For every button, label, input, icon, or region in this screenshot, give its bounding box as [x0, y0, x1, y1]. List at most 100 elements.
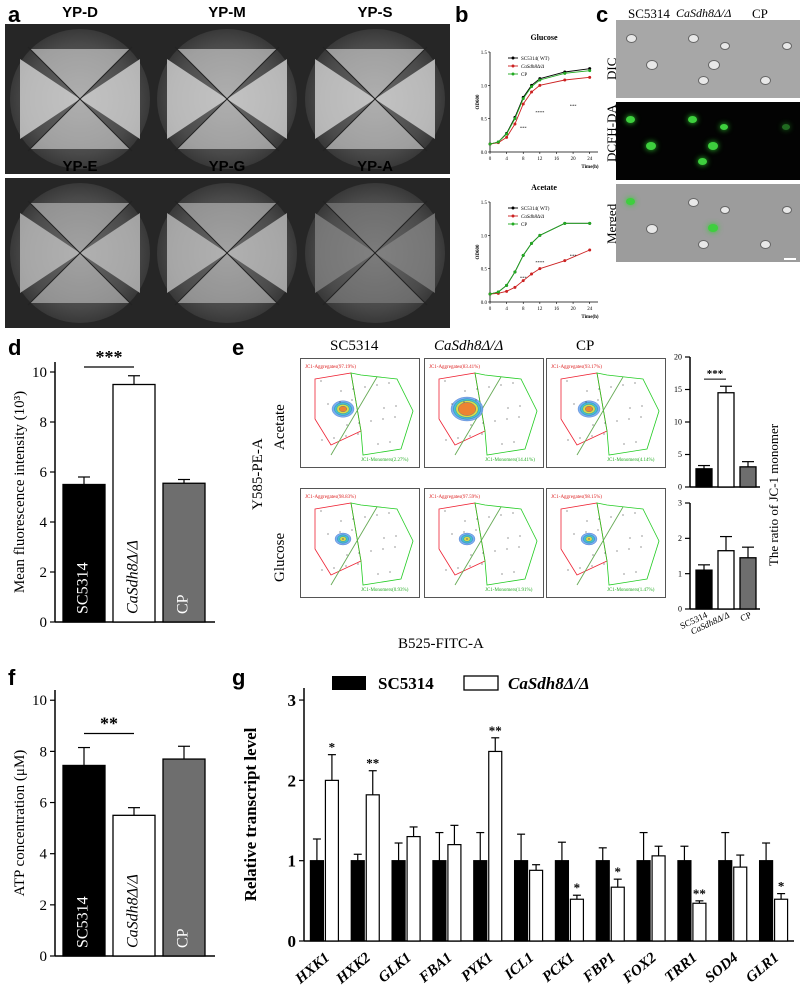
category-label: FOX2 — [619, 949, 660, 987]
bar — [528, 869, 544, 942]
event-dot — [321, 569, 323, 571]
event-dot — [444, 510, 446, 512]
event-dot — [640, 416, 642, 418]
agar-plate — [305, 29, 445, 169]
streak-pattern — [20, 46, 140, 152]
flow-plot-graphic: JC1-Aggregates(98.15%) JC1-Monomers(1.47%… — [551, 495, 660, 593]
event-dot — [321, 439, 323, 441]
event-dot — [382, 548, 384, 550]
streak — [177, 253, 277, 303]
gate-divider — [576, 376, 624, 456]
event-dot — [507, 407, 509, 409]
panel-label-f: f — [8, 665, 16, 690]
streak — [325, 203, 425, 253]
bar — [309, 860, 325, 942]
event-dot — [579, 567, 581, 569]
micro-image — [678, 20, 740, 98]
flow-plot-graphic: JC1-Aggregates(97.19%) JC1-Monomers(2.27%… — [305, 365, 414, 463]
flow-plot: JC1-Aggregates(97.19%) JC1-Monomers(2.27%… — [300, 358, 420, 468]
event-dot — [476, 518, 478, 520]
bar — [324, 779, 340, 942]
data-point — [538, 233, 542, 237]
data-point — [563, 71, 567, 75]
panel-label-a: a — [8, 2, 21, 27]
event-dot — [351, 529, 353, 531]
y-tick-label: 4 — [40, 847, 48, 863]
y-tick-label: 0 — [678, 605, 682, 614]
yeast-cell — [688, 34, 699, 43]
chart-title: Glucose — [530, 33, 558, 42]
event-dot — [482, 422, 484, 424]
x-axis-label: Time(h) — [581, 165, 598, 170]
event-dot — [518, 416, 520, 418]
data-point — [563, 259, 567, 263]
streak-pattern — [167, 200, 287, 306]
y-tick-label: 0.5 — [481, 118, 488, 123]
category-label: SOD4 — [702, 949, 741, 986]
event-dot — [506, 418, 508, 420]
micro-image — [616, 102, 678, 180]
flow-plot: JC1-Aggregates(83.41%) JC1-Monomers(14.41… — [424, 358, 544, 468]
significance-mark: ** — [693, 886, 706, 901]
event-dot — [388, 382, 390, 384]
panel-g-transcript-chart: 0 1 2 3 Relative transcript level SC5314 CaSdh… — [241, 674, 794, 988]
legend-label: CaSdh8Δ/Δ — [521, 215, 544, 220]
significance-mark: ** — [100, 713, 118, 733]
data-point — [538, 83, 542, 87]
bar — [112, 383, 156, 623]
event-dot — [383, 407, 385, 409]
plate-label: YP-D — [62, 4, 98, 21]
x-tick-label: 4 — [505, 157, 508, 162]
legend-swatch — [463, 675, 499, 691]
event-dot — [616, 420, 618, 422]
streak — [177, 99, 277, 149]
x-tick-label: 24 — [587, 307, 593, 312]
significance-mark: *** — [570, 103, 578, 108]
event-dot — [475, 399, 477, 401]
bar — [695, 468, 713, 488]
y-tick-label: 4 — [40, 515, 48, 531]
data-point — [513, 270, 517, 274]
event-dot — [635, 441, 637, 443]
event-dot — [340, 390, 342, 392]
data-point — [521, 253, 525, 257]
event-dot — [598, 518, 600, 520]
density-contour — [585, 406, 593, 413]
flow-plot: JC1-Aggregates(93.17%) JC1-Monomers(4.14%… — [546, 358, 666, 468]
legend-swatch — [332, 676, 366, 690]
gate-divider — [454, 506, 502, 586]
event-dot — [513, 441, 515, 443]
y-tick-label: 0 — [40, 615, 48, 631]
significance-mark: ** — [489, 723, 502, 738]
monomers-gate — [350, 502, 414, 586]
data-point — [521, 97, 525, 101]
yeast-cell — [626, 34, 637, 43]
divider-line — [27, 46, 133, 152]
event-dot — [598, 388, 600, 390]
fluorescent-cell — [698, 158, 707, 165]
density-contour — [339, 406, 347, 413]
streak — [80, 213, 140, 293]
y-tick-label: 3 — [288, 691, 297, 710]
streak — [315, 213, 375, 293]
y-tick-label: 2 — [40, 898, 48, 914]
divider-line — [174, 46, 280, 152]
yeast-cell — [688, 198, 699, 207]
event-dot — [500, 384, 502, 386]
event-dot — [501, 573, 503, 575]
event-dot — [586, 520, 588, 522]
event-dot — [346, 554, 348, 556]
y-tick-label: 1.0 — [481, 234, 488, 239]
yeast-cell — [720, 42, 730, 50]
panel-b-growth-curves: Glucose 0.0 0.5 1.0 1.5 0 4 8 12 16 20 24 Time(h) OD6… — [476, 33, 599, 320]
event-dot — [358, 552, 360, 554]
divider-line — [27, 200, 133, 306]
data-point — [530, 241, 534, 245]
row-label: Acetate — [272, 404, 288, 450]
yeast-cell — [708, 224, 718, 232]
y-tick-label: 20 — [674, 353, 682, 362]
data-point — [513, 117, 517, 121]
event-dot — [470, 424, 472, 426]
column-header: SC5314 — [330, 338, 379, 354]
y-axis-label: OD600 — [476, 244, 481, 260]
